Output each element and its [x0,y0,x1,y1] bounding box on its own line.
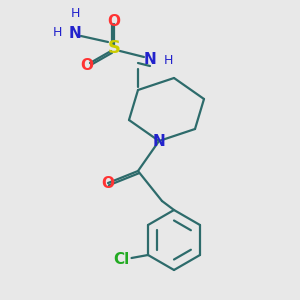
Text: O: O [107,14,121,28]
Text: N: N [144,52,156,68]
Text: O: O [80,58,94,74]
Text: O: O [101,176,115,190]
Text: H: H [163,53,173,67]
Text: Cl: Cl [113,252,129,267]
Text: S: S [107,39,121,57]
Text: H: H [52,26,62,40]
Text: N: N [69,26,81,40]
Text: N: N [153,134,165,148]
Text: H: H [70,7,80,20]
